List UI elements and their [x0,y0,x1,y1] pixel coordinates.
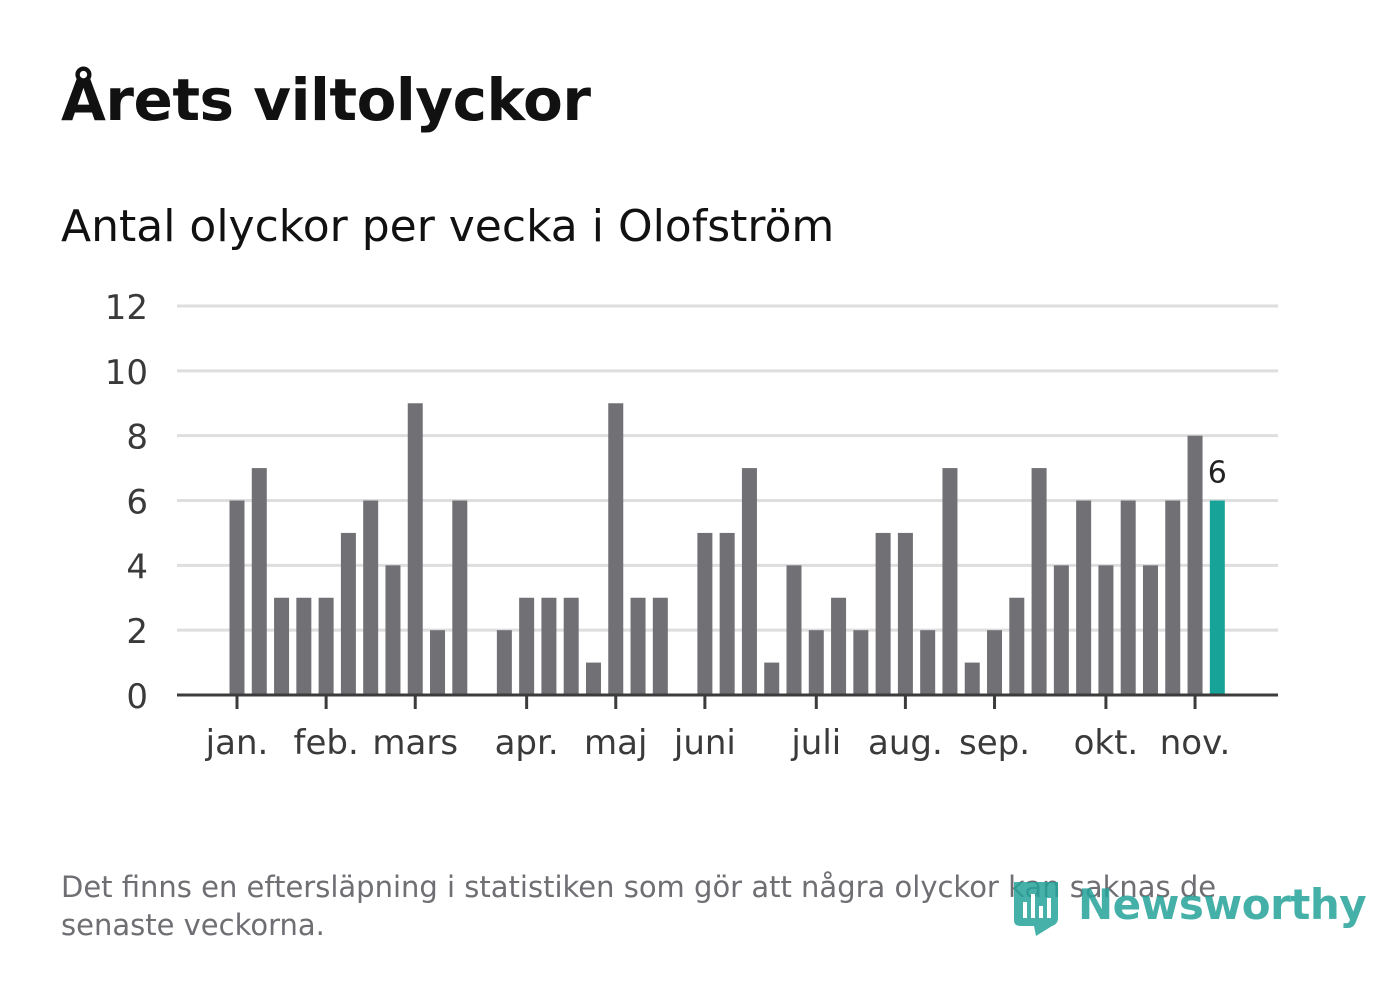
x-axis: jan. feb. mars apr. maj juni juli aug. sep. okt. n… [177,693,1278,763]
bar [1098,565,1114,695]
bar [452,500,468,695]
bar [652,597,668,695]
bar [630,597,646,695]
data-labels: 6 [1208,456,1227,491]
y-tick-label-0: 0 [126,677,148,717]
x-tick-label-sep.: sep. [959,723,1030,763]
y-tick-label-8: 8 [126,418,148,458]
bar [541,597,557,695]
bar [1009,597,1025,695]
x-tick-label-feb.: feb. [293,723,358,763]
y-tick-label-4: 4 [126,547,148,587]
bar [1120,500,1136,695]
x-tick-label-jan.: jan. [205,723,269,763]
bar [274,597,290,695]
bar [875,532,891,695]
bar [920,630,936,695]
bar [897,532,913,695]
bar [229,500,245,695]
bar [831,597,847,695]
y-axis-ticks: 0 2 4 6 8 10 12 [105,288,148,717]
bar [1165,500,1181,695]
bar [1076,500,1092,695]
bar [808,630,824,695]
data-label-highlight: 6 [1208,456,1227,491]
bar [363,500,379,695]
bar [407,403,423,695]
y-tick-label-6: 6 [126,483,148,523]
x-tick-label-maj: maj [584,723,647,763]
bar [585,662,601,695]
bar [1142,565,1158,695]
bar [964,662,980,695]
y-tick-label-10: 10 [105,353,148,393]
bars [229,403,1225,695]
bar [318,597,334,695]
bar [987,630,1003,695]
newsworthy-logo-icon [1014,882,1058,936]
bar [251,468,267,695]
x-tick-label-apr.: apr. [495,723,559,763]
brand-name: Newsworthy [1078,880,1367,929]
x-tick-label-juni: juni [673,723,736,763]
bar [1187,435,1203,695]
bar [1031,468,1047,695]
bar [496,630,512,695]
x-tick-label-nov.: nov. [1160,723,1231,763]
x-tick-label-juli: juli [790,723,841,763]
bar [741,468,757,695]
x-tick-label-aug.: aug. [868,723,943,763]
bar [786,565,802,695]
chart-subtitle: Antal olyckor per vecka i Olofström [61,201,835,252]
bar [385,565,401,695]
bar [296,597,312,695]
y-tick-label-2: 2 [126,612,148,652]
brand-logo[interactable]: Newsworthy [1010,878,1367,940]
bar-highlight [1209,500,1225,695]
bar [719,532,735,695]
bar [430,630,446,695]
bar [764,662,780,695]
bar [942,468,958,695]
y-tick-label-12: 12 [105,288,148,328]
bar [519,597,535,695]
x-tick-label-okt.: okt. [1074,723,1139,763]
chart-title: Årets viltolyckor [61,66,591,134]
bar [1053,565,1069,695]
bar [340,532,356,695]
x-tick-label-mars: mars [372,723,458,763]
bar [697,532,713,695]
bar [608,403,624,695]
bar [853,630,869,695]
bar [563,597,579,695]
